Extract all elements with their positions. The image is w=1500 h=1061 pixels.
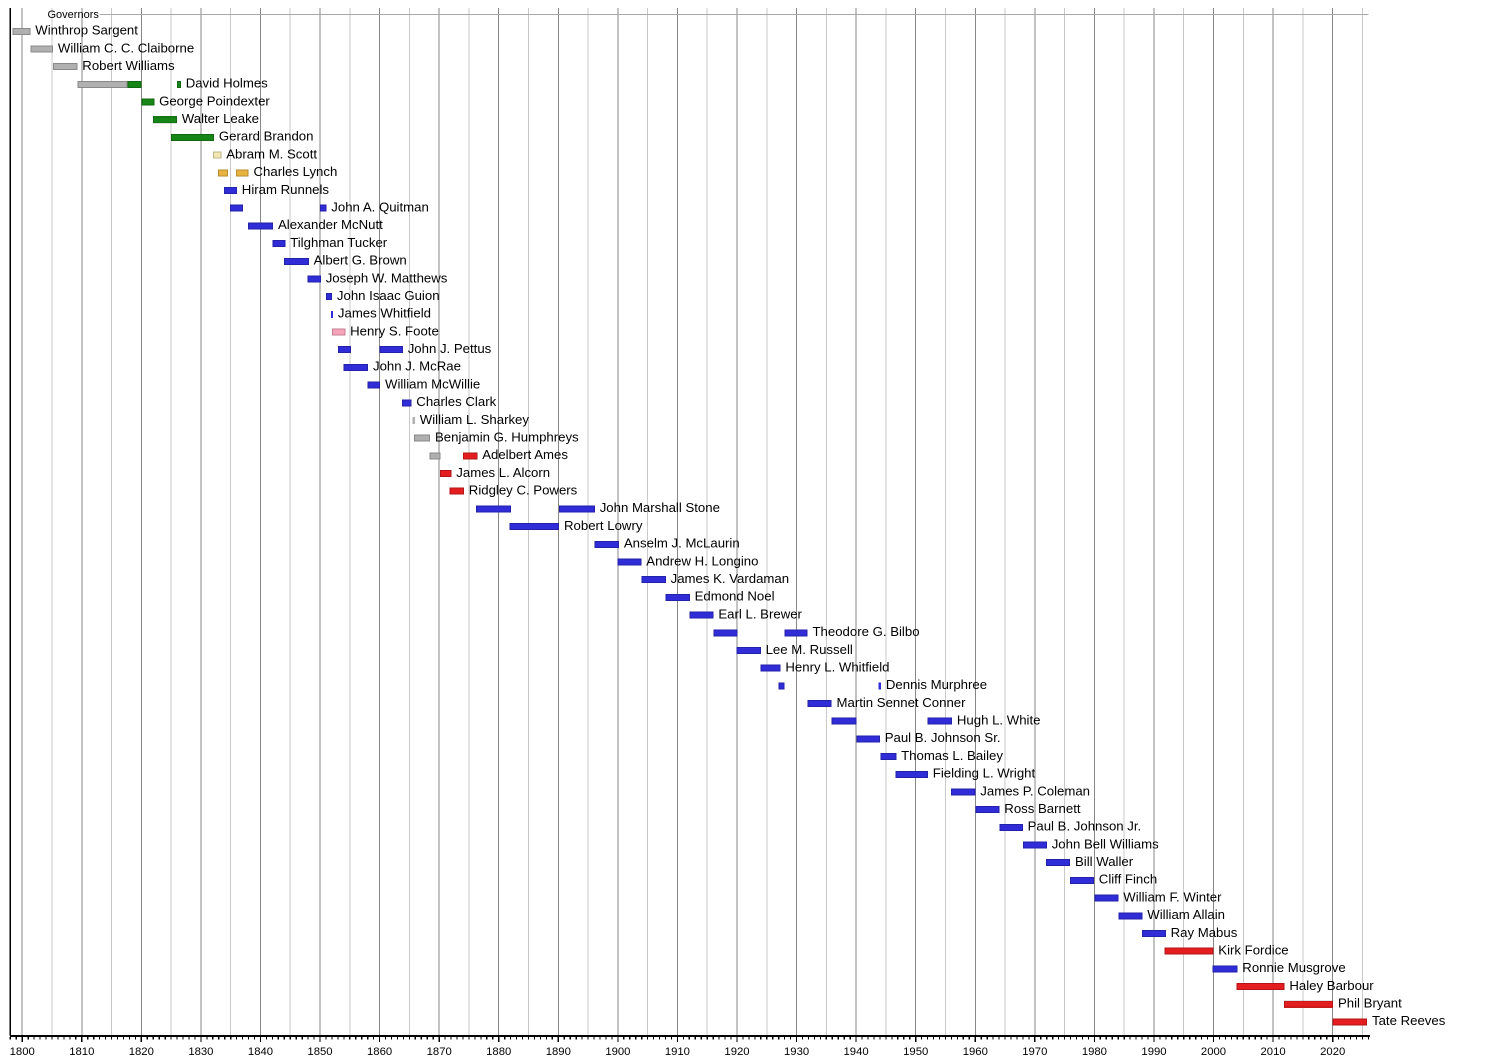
svg-text:Ridgley C. Powers: Ridgley C. Powers bbox=[469, 483, 578, 498]
svg-text:Kirk Fordice: Kirk Fordice bbox=[1218, 943, 1288, 958]
svg-text:Fielding L. Wright: Fielding L. Wright bbox=[933, 766, 1036, 781]
svg-text:Earl L. Brewer: Earl L. Brewer bbox=[718, 606, 802, 621]
svg-text:James K. Vardaman: James K. Vardaman bbox=[671, 571, 790, 586]
svg-text:1820: 1820 bbox=[129, 1046, 154, 1056]
svg-text:Lee M. Russell: Lee M. Russell bbox=[766, 642, 853, 657]
svg-text:Henry S. Foote: Henry S. Foote bbox=[350, 323, 439, 338]
svg-text:James L. Alcorn: James L. Alcorn bbox=[456, 465, 550, 480]
svg-text:1970: 1970 bbox=[1022, 1046, 1047, 1056]
svg-text:Andrew H. Longino: Andrew H. Longino bbox=[646, 553, 758, 568]
svg-text:1920: 1920 bbox=[724, 1046, 749, 1056]
svg-text:Ray Mabus: Ray Mabus bbox=[1171, 925, 1238, 940]
svg-text:1840: 1840 bbox=[248, 1046, 273, 1056]
svg-text:John J. Pettus: John J. Pettus bbox=[408, 341, 492, 356]
svg-text:1990: 1990 bbox=[1141, 1046, 1166, 1056]
svg-text:2020: 2020 bbox=[1320, 1046, 1345, 1056]
svg-text:John Bell Williams: John Bell Williams bbox=[1052, 836, 1159, 851]
svg-text:Thomas L. Bailey: Thomas L. Bailey bbox=[901, 748, 1003, 763]
svg-text:John J. McRae: John J. McRae bbox=[373, 359, 461, 374]
svg-text:1830: 1830 bbox=[188, 1046, 213, 1056]
svg-text:1950: 1950 bbox=[903, 1046, 928, 1056]
svg-text:Ronnie Musgrove: Ronnie Musgrove bbox=[1242, 960, 1345, 975]
svg-text:1890: 1890 bbox=[546, 1046, 571, 1056]
svg-text:2000: 2000 bbox=[1201, 1046, 1226, 1056]
svg-text:John A. Quitman: John A. Quitman bbox=[331, 200, 429, 215]
svg-text:1870: 1870 bbox=[427, 1046, 452, 1056]
svg-text:William Allain: William Allain bbox=[1147, 907, 1225, 922]
svg-text:William F. Winter: William F. Winter bbox=[1123, 889, 1222, 904]
svg-text:Dennis Murphree: Dennis Murphree bbox=[886, 677, 987, 692]
svg-text:1810: 1810 bbox=[69, 1046, 94, 1056]
svg-text:Joseph W. Matthews: Joseph W. Matthews bbox=[326, 270, 448, 285]
svg-text:1930: 1930 bbox=[784, 1046, 809, 1056]
svg-text:George Poindexter: George Poindexter bbox=[159, 93, 270, 108]
svg-text:Charles Lynch: Charles Lynch bbox=[254, 164, 338, 179]
svg-text:Walter Leake: Walter Leake bbox=[182, 111, 259, 126]
svg-text:Hiram Runnels: Hiram Runnels bbox=[242, 182, 330, 197]
svg-text:Gerard Brandon: Gerard Brandon bbox=[219, 129, 314, 144]
svg-text:1960: 1960 bbox=[963, 1046, 988, 1056]
svg-text:Phil Bryant: Phil Bryant bbox=[1338, 996, 1402, 1011]
svg-text:Cliff Finch: Cliff Finch bbox=[1099, 872, 1157, 887]
svg-text:Winthrop Sargent: Winthrop Sargent bbox=[35, 23, 138, 38]
svg-text:Martin Sennet Conner: Martin Sennet Conner bbox=[837, 695, 967, 710]
svg-text:Paul B. Johnson Sr.: Paul B. Johnson Sr. bbox=[885, 730, 1001, 745]
svg-text:James P. Coleman: James P. Coleman bbox=[980, 783, 1090, 798]
svg-text:Governors: Governors bbox=[48, 9, 100, 21]
svg-text:Charles Clark: Charles Clark bbox=[416, 394, 496, 409]
svg-text:1860: 1860 bbox=[367, 1046, 392, 1056]
svg-text:Robert Williams: Robert Williams bbox=[82, 58, 175, 73]
svg-text:Benjamin G. Humphreys: Benjamin G. Humphreys bbox=[435, 430, 579, 445]
svg-text:1910: 1910 bbox=[665, 1046, 690, 1056]
svg-text:William L. Sharkey: William L. Sharkey bbox=[420, 412, 530, 427]
svg-text:Hugh L. White: Hugh L. White bbox=[957, 713, 1041, 728]
svg-text:Adelbert Ames: Adelbert Ames bbox=[482, 447, 568, 462]
svg-text:Abram M. Scott: Abram M. Scott bbox=[226, 146, 317, 161]
svg-text:1800: 1800 bbox=[10, 1046, 35, 1056]
svg-text:Alexander McNutt: Alexander McNutt bbox=[278, 217, 383, 232]
svg-text:1980: 1980 bbox=[1082, 1046, 1107, 1056]
svg-text:Paul B. Johnson Jr.: Paul B. Johnson Jr. bbox=[1028, 819, 1142, 834]
svg-text:William McWillie: William McWillie bbox=[385, 376, 480, 391]
svg-text:John Marshall Stone: John Marshall Stone bbox=[600, 500, 720, 515]
svg-text:John Isaac Guion: John Isaac Guion bbox=[337, 288, 440, 303]
svg-text:Bill Waller: Bill Waller bbox=[1075, 854, 1134, 869]
svg-text:Robert Lowry: Robert Lowry bbox=[564, 518, 643, 533]
svg-text:Henry L. Whitfield: Henry L. Whitfield bbox=[785, 659, 889, 674]
svg-text:Ross Barnett: Ross Barnett bbox=[1004, 801, 1081, 816]
svg-text:Anselm J. McLaurin: Anselm J. McLaurin bbox=[624, 536, 740, 551]
svg-text:1850: 1850 bbox=[307, 1046, 332, 1056]
svg-text:David Holmes: David Holmes bbox=[186, 76, 268, 91]
svg-text:Theodore G. Bilbo: Theodore G. Bilbo bbox=[813, 624, 920, 639]
svg-text:Haley Barbour: Haley Barbour bbox=[1289, 978, 1374, 993]
svg-text:1900: 1900 bbox=[605, 1046, 630, 1056]
svg-text:Edmond Noel: Edmond Noel bbox=[695, 589, 775, 604]
svg-text:Tilghman Tucker: Tilghman Tucker bbox=[290, 235, 388, 250]
svg-text:2010: 2010 bbox=[1261, 1046, 1286, 1056]
svg-text:1880: 1880 bbox=[486, 1046, 511, 1056]
svg-text:James Whitfield: James Whitfield bbox=[338, 306, 431, 321]
svg-text:William C. C. Claiborne: William C. C. Claiborne bbox=[58, 40, 194, 55]
svg-text:1940: 1940 bbox=[844, 1046, 869, 1056]
svg-text:Albert G. Brown: Albert G. Brown bbox=[314, 253, 407, 268]
svg-text:Tate Reeves: Tate Reeves bbox=[1372, 1013, 1446, 1028]
